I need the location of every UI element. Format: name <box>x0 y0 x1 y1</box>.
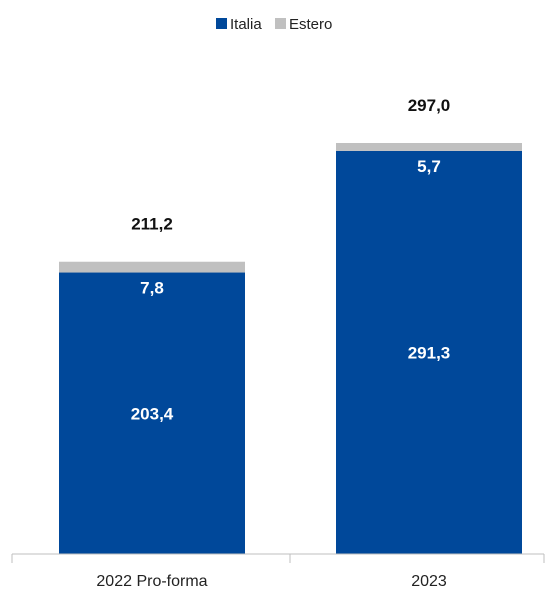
x-tick-label-2023: 2023 <box>411 573 447 590</box>
data-label-italia: 291,3 <box>408 343 451 362</box>
bar-segment-estero <box>336 143 522 151</box>
legend-swatch-italia <box>216 18 227 29</box>
bars: 203,4 7,8 211,2 291,3 5,7 297,0 <box>59 96 522 554</box>
x-axis: 2022 Pro-forma 2023 <box>11 553 545 590</box>
data-label-italia: 203,4 <box>131 404 174 423</box>
legend-swatch-estero <box>275 18 286 29</box>
x-tick-label-2022-pro-forma: 2022 Pro-forma <box>96 573 207 590</box>
total-label: 297,0 <box>408 96 451 115</box>
legend-label-italia: Italia <box>230 16 262 33</box>
bar-segment-italia <box>336 150 522 554</box>
data-label-estero: 5,7 <box>417 157 441 176</box>
bar-segment-estero <box>59 261 245 273</box>
legend-label-estero: Estero <box>289 16 332 33</box>
bar-segment-italia <box>59 272 245 554</box>
total-label: 211,2 <box>131 215 173 234</box>
legend: Italia Estero <box>216 16 332 33</box>
data-label-estero: 7,8 <box>140 279 164 298</box>
